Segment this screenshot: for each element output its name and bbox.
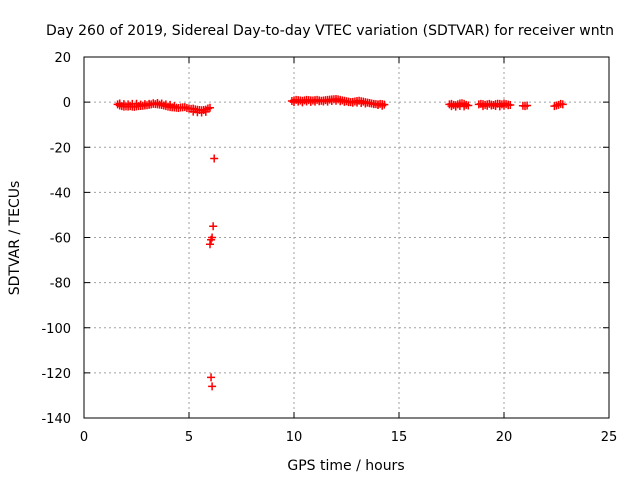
x-tick-label: 15	[391, 430, 408, 445]
data-point-plus-marker	[207, 373, 216, 382]
y-tick-label: -120	[41, 367, 71, 382]
y-tick-label: -80	[50, 277, 71, 292]
data-point-plus-marker	[504, 101, 513, 110]
y-tick-label: 20	[54, 51, 71, 66]
x-tick-label: 10	[286, 430, 303, 445]
data-point-plus-marker	[201, 107, 210, 116]
y-axis-label: SDTVAR / TECUs	[7, 181, 23, 296]
data-points	[113, 94, 567, 391]
data-point-plus-marker	[206, 103, 214, 112]
chart-title: Day 260 of 2019, Sidereal Day-to-day VTE…	[46, 23, 614, 39]
data-point-plus-marker	[132, 99, 141, 108]
y-tick-label: -60	[50, 232, 71, 247]
data-point-plus-marker	[170, 102, 179, 111]
x-axis-label: GPS time / hours	[287, 458, 404, 474]
x-tick-label: 5	[185, 430, 193, 445]
data-point-plus-marker	[298, 98, 307, 107]
x-tick-label: 20	[496, 430, 513, 445]
data-point-plus-marker	[208, 382, 217, 391]
data-point-plus-marker	[464, 101, 473, 110]
data-point-plus-marker	[208, 233, 217, 242]
x-tick-label: 25	[601, 430, 618, 445]
x-tick-label: 0	[80, 430, 88, 445]
data-point-plus-marker	[558, 100, 567, 109]
y-tick-label: -100	[41, 322, 71, 337]
data-point-plus-marker	[369, 100, 378, 109]
data-point-plus-marker	[206, 240, 214, 249]
data-point-plus-marker	[209, 222, 218, 231]
data-point-plus-marker	[378, 101, 387, 110]
data-point-plus-marker	[166, 100, 175, 109]
plot-frame	[83, 56, 610, 419]
y-tick-label: -140	[41, 412, 71, 427]
data-point-plus-marker	[365, 99, 374, 108]
y-tick-label: 0	[63, 96, 71, 111]
axis-tick-labels: 0 5 10 15 20 25 -140 -120 -100 -80 -60 -40 -20 0 20	[41, 51, 617, 445]
data-point-plus-marker	[523, 101, 532, 110]
y-tick-label: -40	[50, 186, 71, 201]
data-point-plus-marker	[210, 154, 219, 163]
y-tick-label: -20	[50, 141, 71, 156]
grid-lines	[84, 57, 609, 418]
data-point-plus-marker	[157, 99, 166, 108]
data-point-plus-marker	[460, 102, 469, 111]
